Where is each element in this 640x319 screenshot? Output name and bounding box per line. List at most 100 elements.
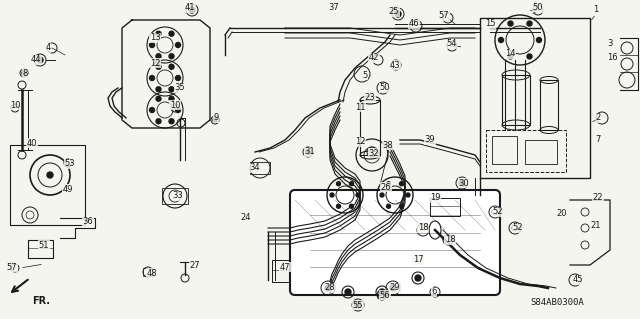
Text: 50: 50	[380, 84, 390, 93]
FancyBboxPatch shape	[290, 190, 500, 295]
Text: 48: 48	[147, 269, 157, 278]
Circle shape	[349, 182, 353, 186]
Text: 51: 51	[39, 241, 49, 249]
Text: 38: 38	[383, 140, 394, 150]
Text: 27: 27	[189, 262, 200, 271]
Bar	[492, 136, 517, 164]
Circle shape	[169, 87, 174, 92]
Text: 2: 2	[595, 114, 600, 122]
Circle shape	[175, 42, 180, 48]
Text: 11: 11	[355, 102, 365, 112]
Text: 12: 12	[355, 137, 365, 146]
Circle shape	[325, 285, 331, 291]
Bar	[10, 145, 85, 225]
Text: 35: 35	[175, 84, 186, 93]
Bar	[143, 268, 153, 276]
Circle shape	[399, 182, 403, 186]
Text: 32: 32	[369, 149, 380, 158]
Circle shape	[337, 204, 340, 208]
Text: 24: 24	[241, 212, 252, 221]
Text: 45: 45	[573, 276, 583, 285]
Circle shape	[356, 193, 360, 197]
Text: 31: 31	[305, 147, 316, 157]
Text: 50: 50	[532, 4, 543, 12]
Text: 1: 1	[593, 5, 598, 14]
Text: 21: 21	[591, 221, 601, 231]
Text: 36: 36	[83, 218, 93, 226]
Text: 33: 33	[173, 191, 184, 201]
Circle shape	[150, 76, 154, 80]
Circle shape	[406, 193, 410, 197]
Text: FR.: FR.	[32, 296, 50, 306]
Circle shape	[527, 54, 532, 59]
Text: 37: 37	[328, 4, 339, 12]
Text: 41: 41	[185, 4, 195, 12]
Text: 26: 26	[381, 182, 391, 191]
Circle shape	[156, 54, 161, 59]
Text: 55: 55	[353, 300, 364, 309]
Circle shape	[175, 108, 180, 113]
Text: 8: 8	[22, 69, 28, 78]
Bar	[525, 140, 557, 164]
Circle shape	[399, 204, 403, 208]
Circle shape	[499, 38, 504, 42]
Circle shape	[169, 96, 174, 101]
Text: 44: 44	[31, 56, 41, 64]
Circle shape	[395, 11, 401, 17]
Bar	[540, 80, 558, 130]
Text: 25: 25	[388, 8, 399, 17]
Circle shape	[150, 42, 154, 48]
Text: 16: 16	[607, 53, 618, 62]
Circle shape	[345, 289, 351, 295]
Text: 53: 53	[65, 160, 76, 168]
Text: 43: 43	[390, 61, 400, 70]
Circle shape	[169, 31, 174, 36]
Circle shape	[390, 285, 396, 291]
Circle shape	[175, 76, 180, 80]
Text: S84AB0300A: S84AB0300A	[530, 298, 584, 307]
Text: 40: 40	[27, 138, 37, 147]
Bar	[272, 260, 290, 282]
Text: 23: 23	[365, 93, 375, 102]
Text: 39: 39	[425, 136, 435, 145]
Text: 10: 10	[170, 100, 180, 109]
Circle shape	[156, 96, 161, 101]
Text: 52: 52	[513, 224, 524, 233]
Circle shape	[508, 21, 513, 26]
Circle shape	[459, 180, 465, 186]
Text: 49: 49	[63, 184, 73, 194]
Bar	[486, 130, 566, 172]
Text: 5: 5	[362, 70, 367, 79]
Text: 3: 3	[607, 40, 612, 48]
Circle shape	[156, 87, 161, 92]
Circle shape	[22, 71, 26, 75]
Text: 13: 13	[150, 33, 160, 42]
Text: 28: 28	[324, 284, 335, 293]
Circle shape	[169, 64, 174, 69]
Circle shape	[349, 204, 353, 208]
Text: 4: 4	[45, 43, 51, 53]
Text: 29: 29	[390, 284, 400, 293]
Text: 20: 20	[557, 209, 567, 218]
Bar	[502, 75, 530, 125]
Circle shape	[156, 119, 161, 124]
Circle shape	[380, 193, 384, 197]
Circle shape	[527, 21, 532, 26]
Circle shape	[156, 31, 161, 36]
Circle shape	[169, 54, 174, 59]
Text: 54: 54	[447, 40, 457, 48]
Text: 56: 56	[380, 291, 390, 300]
Bar	[162, 188, 188, 204]
Text: 47: 47	[280, 263, 291, 271]
Text: 12: 12	[150, 58, 160, 68]
Circle shape	[508, 54, 513, 59]
Circle shape	[150, 108, 154, 113]
Circle shape	[156, 64, 161, 69]
Circle shape	[330, 193, 334, 197]
Text: 17: 17	[413, 256, 423, 264]
Text: 22: 22	[593, 192, 604, 202]
Text: 18: 18	[418, 224, 428, 233]
Bar	[28, 240, 53, 258]
Circle shape	[337, 182, 340, 186]
Circle shape	[355, 302, 361, 308]
